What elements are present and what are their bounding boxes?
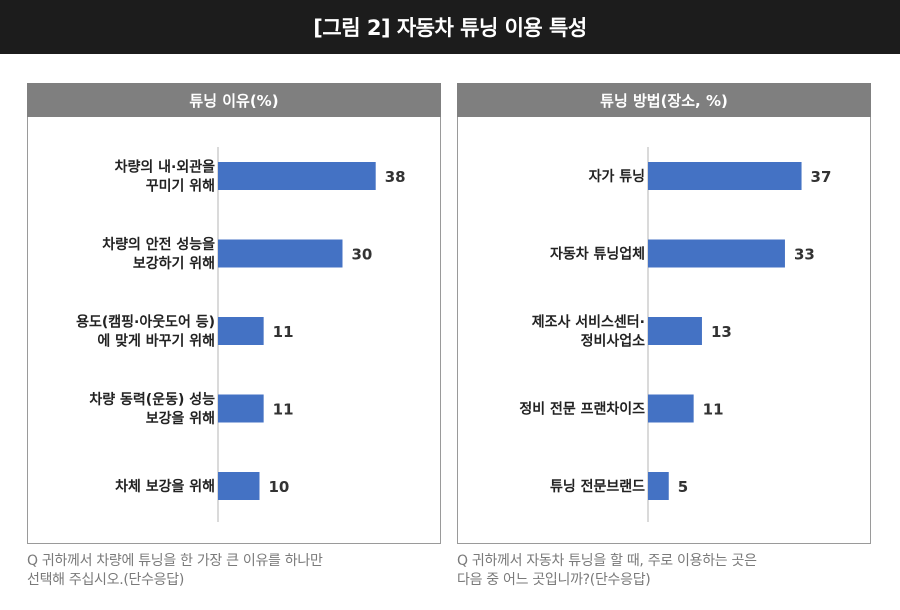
right-chart-svg: 37 자가 튜닝 33 자동차 튜닝업체 13 제조사 서비스센터· 정비사업소 11 정비 전… bbox=[519, 147, 832, 522]
right-value-label-3: 13 bbox=[711, 323, 732, 341]
left-footnote-line-1: Q 귀하께서 차량에 튜닝을 한 가장 큰 이유를 하나만 bbox=[27, 553, 323, 569]
left-category-label-3-line-2: 에 맞게 바꾸기 위해 bbox=[97, 333, 215, 350]
right-category-label-1-line-1: 자가 튜닝 bbox=[589, 169, 645, 185]
right-value-label-1: 37 bbox=[811, 168, 832, 186]
right-chart-panel: 37 자가 튜닝 33 자동차 튜닝업체 13 제조사 서비스센터· 정비사업소 11 정비 전… bbox=[457, 117, 871, 544]
right-value-label-2: 33 bbox=[794, 246, 815, 264]
right-bar-4 bbox=[648, 394, 694, 423]
left-bar-1 bbox=[218, 162, 376, 190]
right-bar-3 bbox=[648, 317, 702, 345]
left-category-label-2-line-1: 차량의 안전 성능을 bbox=[102, 236, 215, 253]
left-footnote-line-2: 선택해 주십시오.(단수응답) bbox=[27, 572, 185, 588]
left-bar-3 bbox=[218, 317, 264, 345]
right-category-label-2-line-1: 자동차 튜닝업체 bbox=[550, 247, 645, 263]
right-chart-title: 튜닝 방법(장소, %) bbox=[457, 83, 871, 117]
right-value-label-4: 11 bbox=[703, 401, 724, 419]
right-footnote-line-1: Q 귀하께서 자동차 튜닝을 할 때, 주로 이용하는 곳은 bbox=[457, 553, 757, 569]
right-value-label-5: 5 bbox=[678, 478, 688, 496]
right-footnote-line-2: 다음 중 어느 곳입니까?(단수응답) bbox=[457, 572, 651, 588]
left-value-label-3: 11 bbox=[273, 323, 294, 341]
left-category-label-5-line-1: 차체 보강을 위해 bbox=[115, 478, 215, 495]
left-category-label-1-line-2: 꾸미기 위해 bbox=[146, 179, 215, 195]
left-bar-5 bbox=[218, 472, 260, 500]
right-category-label-3-line-1: 제조사 서비스센터· bbox=[532, 315, 645, 331]
left-category-label-3-line-1: 용도(캠핑·아웃도어 등) bbox=[76, 314, 215, 331]
left-footnote: Q 귀하께서 차량에 튜닝을 한 가장 큰 이유를 하나만 선택해 주십시오.(… bbox=[27, 552, 323, 590]
right-bar-1 bbox=[648, 162, 802, 190]
left-value-label-2: 30 bbox=[352, 246, 373, 264]
right-bar-2 bbox=[648, 239, 785, 268]
right-bar-5 bbox=[648, 472, 669, 500]
left-bar-4 bbox=[218, 394, 264, 423]
figure-title: [그림 2] 자동차 튜닝 이용 특성 bbox=[0, 0, 900, 54]
left-category-label-2-line-2: 보강하기 위해 bbox=[133, 255, 215, 272]
left-bar-2 bbox=[218, 239, 343, 268]
left-value-label-1: 38 bbox=[385, 168, 406, 186]
left-category-label-1-line-1: 차량의 내·외관을 bbox=[115, 159, 215, 176]
left-chart-title: 튜닝 이유(%) bbox=[27, 83, 441, 117]
left-value-label-5: 10 bbox=[269, 478, 290, 496]
right-footnote: Q 귀하께서 자동차 튜닝을 할 때, 주로 이용하는 곳은 다음 중 어느 곳… bbox=[457, 552, 757, 590]
right-category-label-3-line-2: 정비사업소 bbox=[581, 333, 646, 350]
right-category-label-4-line-1: 정비 전문 프랜차이즈 bbox=[519, 401, 645, 418]
left-value-label-4: 11 bbox=[273, 401, 294, 419]
left-category-label-4-line-1: 차량 동력(운동) 성능 bbox=[89, 392, 215, 408]
right-category-label-5-line-1: 튜닝 전문브랜드 bbox=[550, 478, 645, 495]
left-category-label-4-line-2: 보강을 위해 bbox=[146, 410, 215, 427]
